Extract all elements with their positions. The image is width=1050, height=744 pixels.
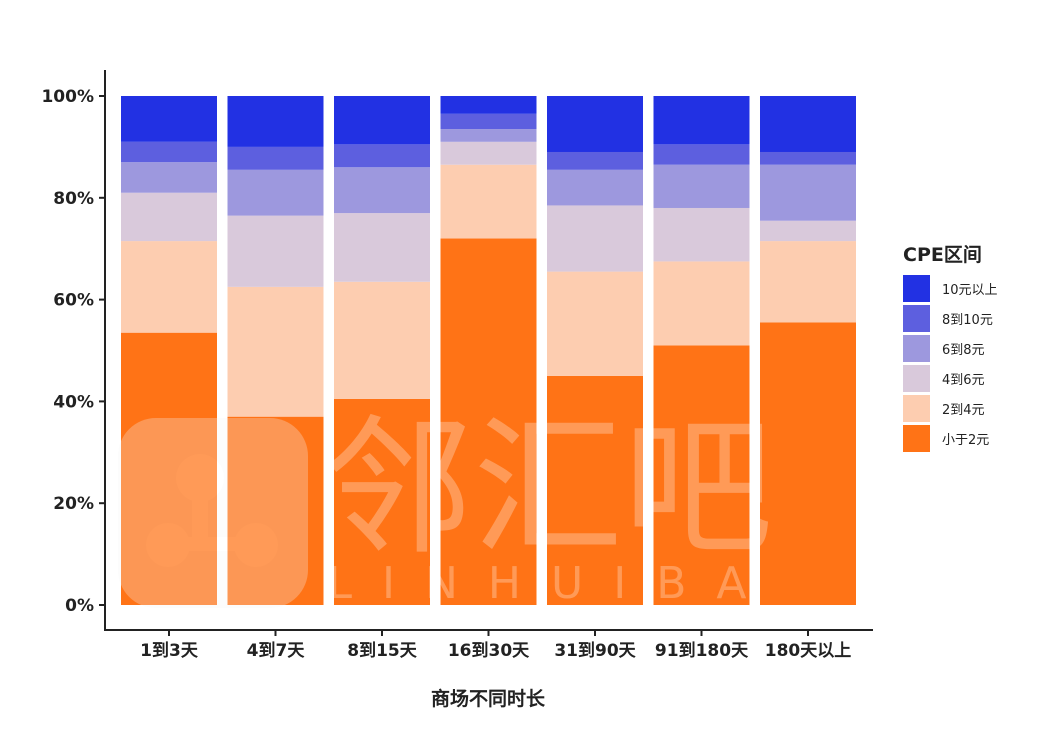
watermark-text-en: LINHUIBA (328, 558, 777, 609)
legend-label: 小于2元 (942, 433, 989, 448)
bar-segment (227, 286, 324, 417)
x-axis-title: 商场不同时长 (431, 687, 546, 710)
legend-swatch (903, 275, 930, 302)
x-tick-label: 31到90天 (554, 641, 636, 661)
y-ticks-group: 0% 20% 40% 60% 80% 100% (41, 87, 105, 616)
bar-segment (760, 164, 856, 221)
bar-segment (334, 96, 430, 145)
bar-segment (440, 96, 537, 114)
x-tick-label: 4到7天 (247, 641, 306, 661)
bar-segment (440, 113, 537, 130)
bar-segment (653, 345, 750, 605)
bar-segment (334, 167, 430, 214)
legend-swatch (903, 365, 930, 392)
bar-segment (440, 164, 537, 239)
x-tick-label: 8到15天 (347, 641, 417, 661)
bar-segment (334, 213, 430, 282)
legend-label: 6到8元 (942, 343, 985, 358)
bar-segment (121, 162, 217, 193)
bar-segment (121, 141, 217, 163)
bar-segment (760, 220, 856, 242)
x-tick-label: 1到3天 (140, 641, 199, 661)
bar-segment (227, 215, 324, 287)
legend-swatch (903, 335, 930, 362)
bar-segment (760, 241, 856, 323)
bar-segment (547, 205, 643, 272)
x-tick-label: 91到180天 (655, 641, 749, 661)
bar-segment (440, 238, 537, 605)
watermark-network-icon (146, 454, 278, 567)
bar-segment (121, 241, 217, 333)
legend-label: 2到4元 (942, 403, 985, 418)
bar-segment (227, 169, 324, 216)
legend-label: 8到10元 (942, 313, 993, 328)
x-ticks-group: 1到3天 4到7天 8到15天 16到30天 31到90天 91到180天 180天以上 (140, 630, 851, 661)
bar-segment (547, 169, 643, 206)
bar-segment (334, 281, 430, 399)
bar-segment (334, 144, 430, 168)
x-tick-label: 16到30天 (448, 641, 530, 661)
y-tick-label: 60% (53, 291, 94, 311)
legend-swatch (903, 425, 930, 452)
bar-segment (547, 271, 643, 376)
watermark-badge (118, 418, 308, 608)
bar-segment (121, 332, 217, 605)
bar-segment (227, 416, 324, 605)
bar-segment (227, 96, 324, 147)
bar-segment (653, 144, 750, 165)
legend-title: CPE区间 (903, 244, 982, 266)
watermark-text-cn: 邻汇吧 (323, 402, 773, 576)
bar-segment (121, 192, 217, 242)
bar-segment (547, 375, 643, 605)
bar-segment (653, 96, 750, 145)
bar-segment (547, 151, 643, 170)
y-tick-label: 20% (53, 494, 94, 514)
y-tick-label: 0% (65, 596, 94, 616)
bar-segment (227, 146, 324, 170)
x-tick-label: 180天以上 (765, 641, 852, 661)
legend-swatch (903, 305, 930, 332)
bar-segment (547, 96, 643, 152)
bar-segment (760, 96, 856, 152)
bar-segment (653, 207, 750, 262)
bar-segment (653, 261, 750, 346)
bar-segment (440, 141, 537, 165)
y-tick-label: 80% (53, 189, 94, 209)
bars-group (121, 96, 856, 605)
legend-swatch (903, 395, 930, 422)
legend-label: 10元以上 (942, 283, 998, 298)
bar-segment (760, 151, 856, 165)
bar-segment (334, 398, 430, 605)
y-tick-label: 100% (41, 87, 94, 107)
y-tick-label: 40% (53, 392, 94, 412)
bar-segment (121, 96, 217, 142)
bar-segment (440, 129, 537, 142)
watermark-logo: 邻汇吧 LINHUIBA (118, 402, 777, 609)
legend-label: 4到6元 (942, 373, 985, 388)
bar-segment (653, 164, 750, 208)
bar-segment (760, 322, 856, 605)
